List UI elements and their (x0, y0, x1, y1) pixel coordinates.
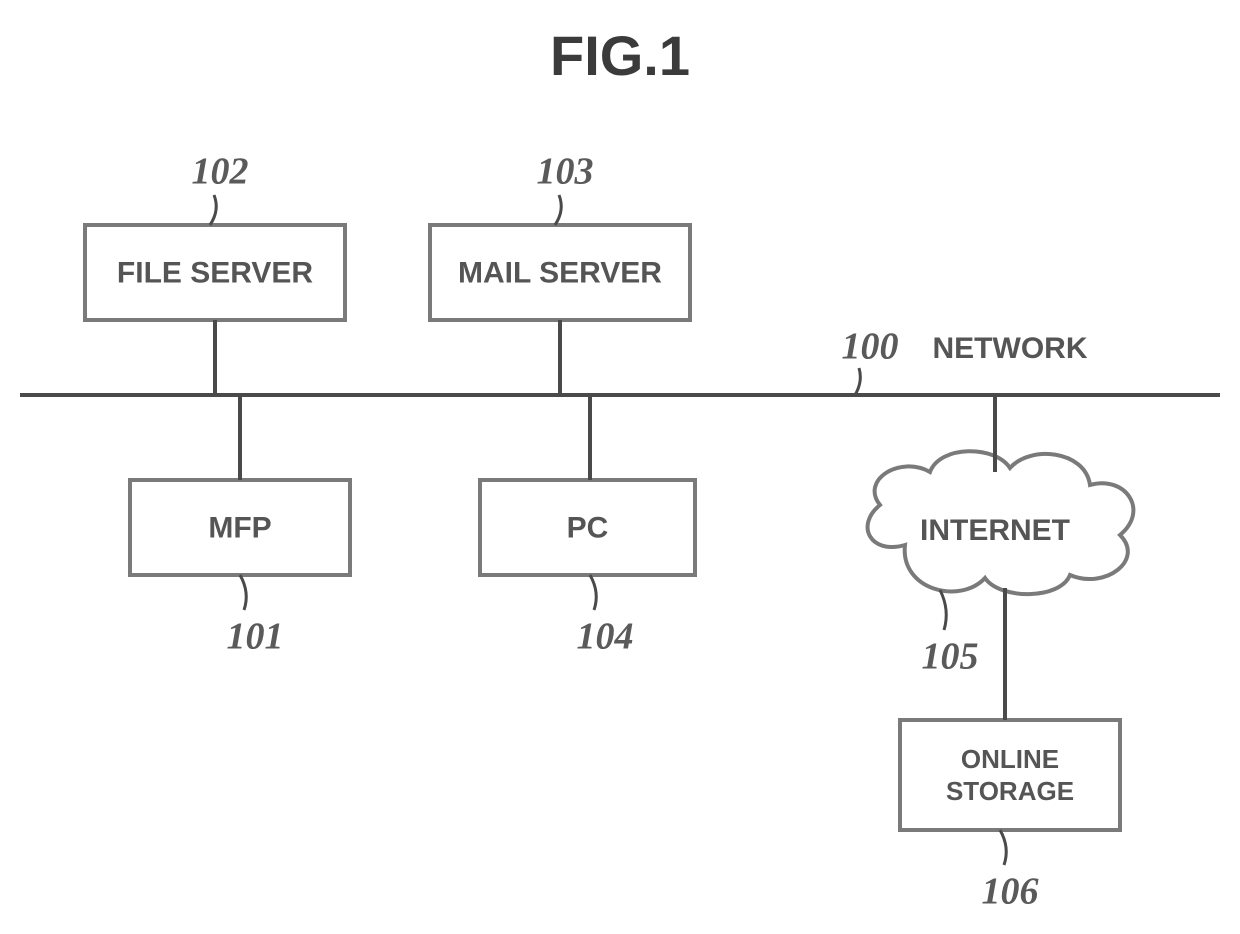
online-storage-label-1: ONLINE (961, 744, 1059, 774)
pc-ref: 104 (577, 616, 634, 658)
online-storage-leader (1000, 830, 1006, 865)
mfp-label: MFP (208, 511, 271, 544)
internet-ref: 105 (922, 636, 979, 678)
mail-server-label: MAIL SERVER (458, 256, 662, 289)
network-label: NETWORK (933, 332, 1088, 365)
internet-leader (940, 590, 946, 630)
file-server-node: FILE SERVER 102 (85, 151, 345, 320)
file-server-label: FILE SERVER (117, 256, 313, 289)
online-storage-ref: 106 (982, 871, 1039, 913)
mfp-node: MFP 101 (130, 480, 350, 658)
pc-node: PC 104 (480, 480, 695, 658)
pc-leader (590, 575, 596, 610)
internet-node: INTERNET 105 (868, 451, 1134, 677)
mail-server-ref: 103 (537, 151, 594, 193)
network-diagram: FIG.1 100 NETWORK FILE SERVER 102 MAIL S… (0, 0, 1240, 934)
network-leader (855, 368, 860, 395)
mail-server-node: MAIL SERVER 103 (430, 151, 690, 320)
file-server-leader (210, 195, 216, 225)
mfp-ref: 101 (227, 616, 284, 658)
online-storage-label-2: STORAGE (946, 776, 1074, 806)
online-storage-node: ONLINE STORAGE 106 (900, 720, 1120, 913)
mail-server-leader (555, 195, 561, 225)
internet-label: INTERNET (920, 514, 1070, 547)
network-ref-number: 100 (842, 326, 899, 368)
mfp-leader (240, 575, 246, 610)
file-server-ref: 102 (192, 151, 249, 193)
pc-label: PC (567, 511, 609, 544)
figure-title: FIG.1 (550, 24, 690, 87)
